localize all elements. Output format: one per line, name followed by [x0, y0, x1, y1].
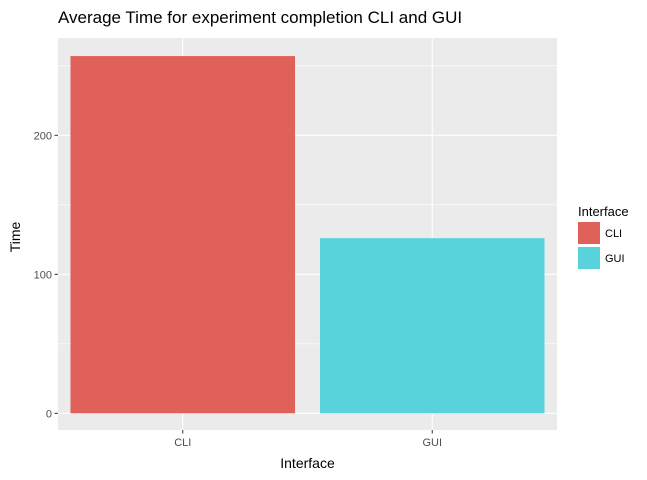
- bar-cli: [70, 56, 296, 414]
- x-axis-title: Interface: [280, 455, 335, 471]
- x-axis: CLI GUI: [174, 430, 442, 449]
- legend-label: CLI: [605, 228, 622, 240]
- legend-title: Interface: [578, 204, 629, 219]
- y-axis-title: Time: [7, 221, 23, 252]
- y-tick-label: 100: [34, 269, 52, 281]
- legend: Interface CLI GUI: [578, 204, 629, 269]
- bars: [70, 56, 545, 414]
- legend-key-gui: [578, 247, 600, 269]
- y-tick-label: 0: [46, 408, 52, 420]
- x-tick-label: CLI: [174, 437, 191, 449]
- legend-key-cli: [578, 222, 600, 244]
- bar-gui: [319, 238, 545, 414]
- legend-label: GUI: [605, 253, 625, 265]
- y-tick-label: 200: [34, 130, 52, 142]
- x-tick-label: GUI: [422, 437, 442, 449]
- y-axis: 0 100 200: [34, 130, 58, 420]
- chart-title: Average Time for experiment completion C…: [58, 8, 462, 27]
